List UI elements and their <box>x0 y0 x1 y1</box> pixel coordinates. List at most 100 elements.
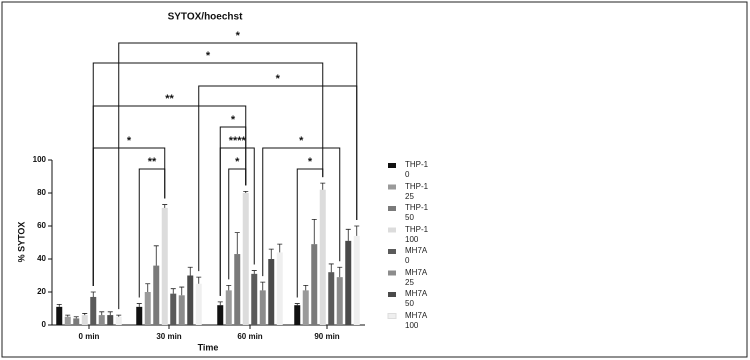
error-bar <box>56 303 62 307</box>
y-tick-label: 0 <box>42 320 47 329</box>
bar <box>161 207 168 325</box>
bar <box>56 306 63 325</box>
bar <box>268 259 275 325</box>
significance-label: * <box>299 135 304 147</box>
error-bar <box>107 311 113 316</box>
bar <box>115 316 122 325</box>
significance-bracket <box>228 168 247 280</box>
bar <box>242 193 249 325</box>
bar <box>294 305 301 325</box>
error-bar <box>294 303 300 306</box>
legend-swatch <box>388 249 396 254</box>
significance-label: ** <box>148 156 157 168</box>
bar <box>251 273 258 325</box>
error-bar <box>145 283 151 292</box>
significance-label: * <box>308 156 313 168</box>
legend-label: MH7A 100 <box>405 310 427 330</box>
x-tick-label: 60 min <box>237 332 262 341</box>
error-bar <box>187 266 193 276</box>
error-bar <box>179 286 185 296</box>
legend-label: MH7A 50 <box>405 289 427 308</box>
x-tick-label: 90 min <box>314 332 339 341</box>
bar <box>90 296 97 325</box>
bar <box>353 235 360 325</box>
error-bar <box>90 291 96 297</box>
error-bar <box>337 266 343 278</box>
bar <box>64 316 71 325</box>
bar <box>225 290 232 325</box>
error-bar <box>153 245 159 266</box>
legend-swatch <box>388 206 396 211</box>
significance-bracket <box>92 62 324 286</box>
significance-label: * <box>236 30 241 42</box>
legend-label: THP-1 0 <box>405 160 429 179</box>
legend-swatch <box>388 163 396 168</box>
bar <box>107 315 114 325</box>
error-bar <box>217 301 223 306</box>
bar <box>170 293 177 325</box>
y-tick-label: 80 <box>37 188 46 197</box>
error-bar <box>170 288 176 294</box>
bar <box>98 315 105 325</box>
legend-swatch <box>388 227 396 233</box>
y-tick-label: 20 <box>37 287 46 296</box>
y-tick-label: 60 <box>37 221 46 230</box>
significance-label: * <box>276 73 281 85</box>
legend-swatch <box>388 184 396 190</box>
error-bar <box>328 263 334 273</box>
bar <box>153 265 160 325</box>
error-bar <box>162 204 168 208</box>
error-bar <box>303 285 309 291</box>
bar <box>345 240 352 325</box>
x-tick-label: 30 min <box>156 332 181 341</box>
significance-bracket <box>296 168 324 298</box>
error-bar <box>73 316 79 319</box>
legend-swatch <box>388 270 396 276</box>
error-bar <box>277 243 283 253</box>
error-bar <box>354 225 360 236</box>
error-bar <box>65 314 71 317</box>
error-bar <box>82 313 88 316</box>
bar <box>73 318 80 325</box>
bar <box>336 277 343 325</box>
bar <box>187 275 194 325</box>
significance-label: * <box>206 50 211 62</box>
bar <box>328 272 335 325</box>
y-axis-label: % SYTOX <box>16 222 26 263</box>
error-bar <box>99 311 105 316</box>
bar <box>259 290 266 325</box>
legend-swatch <box>388 292 396 297</box>
bar <box>178 295 185 325</box>
error-bar <box>136 303 142 307</box>
significance-label: ** <box>165 93 174 105</box>
error-bar <box>311 219 317 245</box>
error-bar <box>226 285 232 291</box>
bar <box>234 254 241 325</box>
chart-title: SYTOX/hoechst <box>168 12 244 23</box>
error-bar <box>251 270 257 274</box>
error-bar <box>196 276 202 284</box>
bar <box>195 283 202 325</box>
legend-swatch <box>387 313 397 319</box>
error-bar <box>268 248 274 259</box>
significance-label: * <box>127 135 132 147</box>
bar <box>144 292 151 325</box>
significance-bracket <box>262 147 341 277</box>
bar <box>319 189 326 325</box>
legend-label: THP-1 25 <box>405 181 429 201</box>
bar <box>302 290 309 325</box>
bar <box>276 252 283 325</box>
y-tick-label: 100 <box>33 155 47 164</box>
y-tick-label: 40 <box>37 254 46 263</box>
error-bar <box>260 281 266 291</box>
significance-bracket <box>219 147 255 296</box>
significance-bracket <box>219 126 247 296</box>
error-bar <box>345 228 351 241</box>
bar <box>81 315 88 325</box>
x-tick-label: 0 min <box>79 332 100 341</box>
error-bar <box>243 190 249 193</box>
legend-label: MH7A 0 <box>405 246 427 265</box>
